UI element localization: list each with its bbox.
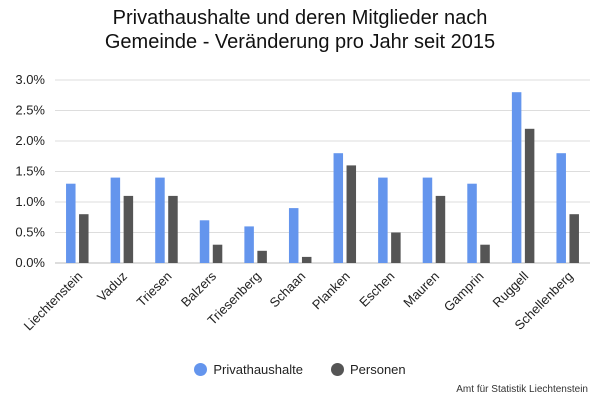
bar-privathaushalte-triesenberg <box>244 226 254 263</box>
chart-title: Privathaushalte und deren Mitglieder nac… <box>0 6 600 54</box>
x-tick-label-gamprin: Gamprin <box>441 269 487 315</box>
legend-marker-privathaushalte <box>194 363 208 376</box>
x-tick-label-eschen: Eschen <box>356 269 397 310</box>
chart-title-line-2: Gemeinde - Veränderung pro Jahr seit 201… <box>104 31 496 53</box>
bar-personen-balzers <box>212 244 223 263</box>
legend-item-personen[interactable]: Personen <box>330 362 406 377</box>
y-tick-label-2: 1.0% <box>15 194 45 209</box>
bar-personen-mauren <box>435 195 446 263</box>
legend-marker-personen <box>330 363 344 376</box>
y-tick-label-3: 1.5% <box>15 164 45 179</box>
x-tick-label-ruggell: Ruggell <box>489 268 531 310</box>
bar-personen-triesenberg <box>257 250 267 263</box>
x-tick-label-schaan: Schaan <box>267 269 309 311</box>
bar-personen-ruggell <box>524 128 535 263</box>
bar-personen-eschen <box>391 232 401 263</box>
bar-personen-gamprin <box>480 244 490 263</box>
bar-privathaushalte-vaduz <box>110 177 121 263</box>
bar-personen-liechtenstein <box>79 214 89 263</box>
x-tick-label-mauren: Mauren <box>400 269 442 311</box>
bar-privathaushalte-schellenberg <box>556 153 566 263</box>
x-tick-label-vaduz: Vaduz <box>94 269 130 305</box>
legend-label-personen: Personen <box>349 362 406 377</box>
bar-personen-vaduz <box>123 195 134 263</box>
bar-privathaushalte-eschen <box>378 177 388 263</box>
x-tick-label-balzers: Balzers <box>178 268 220 310</box>
bar-privathaushalte-gamprin <box>467 183 477 263</box>
x-tick-label-planken: Planken <box>309 269 353 313</box>
bar-personen-planken <box>346 165 357 263</box>
bar-privathaushalte-balzers <box>199 220 210 263</box>
bar-privathaushalte-triesen <box>155 177 165 263</box>
y-tick-label-1: 0.5% <box>15 225 45 240</box>
bar-personen-schaan <box>301 256 312 263</box>
bar-personen-schellenberg <box>569 214 579 263</box>
y-tick-label-4: 2.0% <box>15 133 45 148</box>
y-tick-label-5: 2.5% <box>15 103 45 118</box>
legend: Privathaushalte Personen <box>0 362 600 377</box>
y-tick-label-0: 0.0% <box>15 255 45 270</box>
x-tick-label-triesen: Triesen <box>134 269 175 310</box>
x-tick-label-liechtenstein: Liechtenstein <box>21 269 86 334</box>
bar-privathaushalte-planken <box>333 153 344 263</box>
bar-personen-triesen <box>168 195 178 263</box>
bar-privathaushalte-mauren <box>422 177 433 263</box>
bar-privathaushalte-schaan <box>288 208 299 263</box>
legend-item-privathaushalte[interactable]: Privathaushalte <box>194 362 303 377</box>
source-note: Amt für Statistik Liechtenstein <box>456 384 588 395</box>
legend-label-privathaushalte: Privathaushalte <box>213 362 303 377</box>
y-tick-label-6: 3.0% <box>15 72 45 87</box>
chart-title-line-1: Privathaushalte und deren Mitglieder nac… <box>112 7 488 29</box>
bar-privathaushalte-liechtenstein <box>66 183 76 263</box>
bar-privathaushalte-ruggell <box>511 92 522 263</box>
